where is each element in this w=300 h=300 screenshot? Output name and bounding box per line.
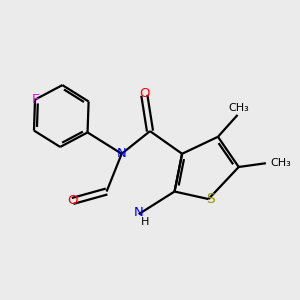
Text: N: N: [134, 206, 144, 219]
Text: F: F: [31, 93, 39, 106]
Text: N: N: [117, 147, 127, 160]
Text: O: O: [68, 194, 78, 208]
Text: H: H: [141, 218, 150, 227]
Text: CH₃: CH₃: [270, 158, 291, 168]
Text: CH₃: CH₃: [228, 103, 249, 112]
Text: S: S: [206, 192, 215, 206]
Text: O: O: [139, 87, 150, 100]
